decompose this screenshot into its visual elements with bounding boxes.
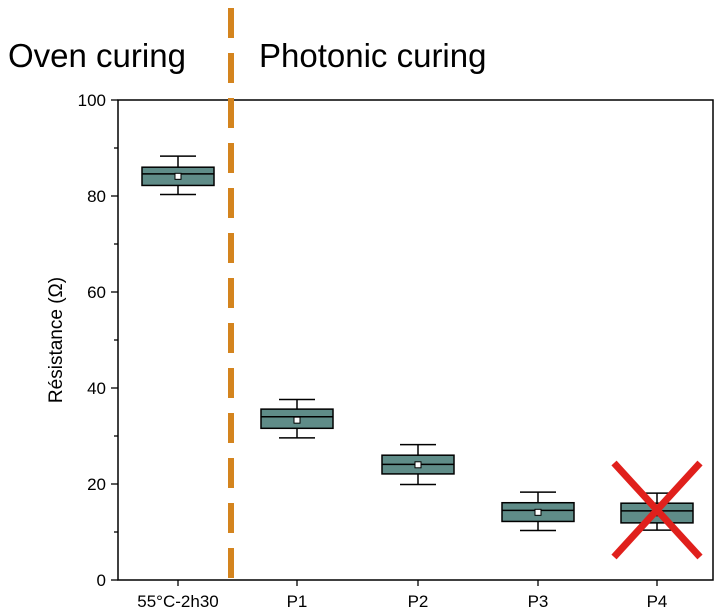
mean-marker [414,461,422,469]
y-tick-label: 100 [78,91,106,110]
region-labels: Oven curing Photonic curing [8,37,486,74]
mean-marker [534,508,542,516]
x-tick-label: P3 [528,592,549,611]
y-tick-label: 20 [87,475,106,494]
mean-marker [174,172,182,180]
oven-curing-label: Oven curing [8,37,186,74]
x-tick-label: 55°C-2h30 [137,592,218,611]
x-tick-label: P4 [647,592,668,611]
photonic-curing-label: Photonic curing [259,37,486,74]
x-tick-label: P2 [408,592,429,611]
cross-out-stroke [611,460,703,560]
y-tick-label: 60 [87,283,106,302]
y-tick-label: 80 [87,187,106,206]
y-tick-label: 40 [87,379,106,398]
x-tick-label: P1 [287,592,308,611]
mean-marker [293,416,301,424]
y-axis-title: Résistance (Ω) [46,277,67,403]
y-tick-label: 0 [97,571,106,590]
plot-area: 0 20 40 60 80 100 55°C-2h30 P1 P2 P3 P4 [78,8,714,611]
